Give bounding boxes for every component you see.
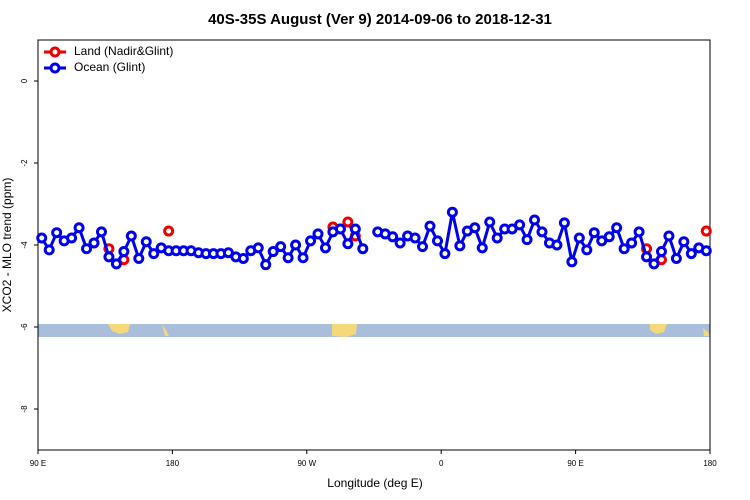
plot-frame [37,39,711,451]
marker [641,251,653,263]
marker [252,242,264,254]
marker [51,227,63,239]
marker [558,217,570,229]
marker [43,244,55,256]
marker [394,237,406,249]
marker [305,235,317,247]
marker [312,228,324,240]
marker [424,220,436,232]
x-tick-label: 90 E [567,459,583,468]
marker [611,222,623,234]
marker [529,214,541,226]
marker [588,227,600,239]
y-tick-label: -2 [20,159,29,167]
marker [95,226,107,238]
marker [469,222,481,234]
marker [73,222,85,234]
y-tick-label: -6 [20,323,29,331]
marker [521,234,533,246]
marker [88,237,100,249]
marker [290,239,302,251]
marker [431,235,443,247]
marker [633,226,645,238]
marker [551,239,563,251]
marker [282,252,294,264]
marker [103,251,115,263]
marker [334,223,346,235]
map-strip [38,324,710,337]
marker [267,246,279,258]
marker [357,243,369,255]
marker [387,231,399,243]
x-axis-label: Longitude (deg E) [327,476,422,490]
marker [133,253,145,265]
marker [678,236,690,248]
marker [626,237,638,249]
marker [125,230,137,242]
chart-title: 40S-35S August (Ver 9) 2014-09-06 to 201… [208,11,552,28]
marker [110,258,122,270]
marker [140,236,152,248]
x-tick-label: 0 [439,459,444,468]
marker [655,246,667,258]
x-tick-label: 90 E [30,459,46,468]
marker [349,223,361,235]
marker [700,225,712,237]
marker [409,232,421,244]
x-tick-label: 180 [703,459,717,468]
marker [319,242,331,254]
y-tick-label: -4 [20,241,29,249]
legend-label: Ocean (Glint) [74,60,145,74]
marker [454,240,466,252]
legend-label: Land (Nadir&Glint) [74,44,173,58]
marker [648,258,660,270]
marker [237,253,249,265]
marker [670,253,682,265]
marker [663,230,675,242]
marker [700,245,712,257]
marker [514,219,526,231]
marker [603,231,615,243]
y-axis-label: XCO2 - MLO trend (ppm) [0,178,14,313]
marker [81,243,93,255]
marker [66,232,78,244]
y-tick-label: 0 [20,78,29,83]
marker [573,232,585,244]
legend-marker [49,62,61,74]
marker [260,259,272,271]
marker [536,226,548,238]
marker [618,243,630,255]
marker [163,225,175,237]
marker [439,248,451,260]
marker [484,216,496,228]
marker [275,241,287,253]
marker [297,252,309,264]
x-tick-label: 90 W [297,459,316,468]
y-tick-label: -8 [20,405,29,413]
legend-marker [49,46,61,58]
marker [491,232,503,244]
marker [342,216,354,228]
marker [36,232,48,244]
marker [685,248,697,260]
marker [476,242,488,254]
marker [148,248,160,260]
marker [342,238,354,250]
marker [566,256,578,268]
marker [446,206,458,218]
marker [118,246,130,258]
x-tick-label: 180 [166,459,180,468]
marker [417,241,429,253]
marker [581,244,593,256]
